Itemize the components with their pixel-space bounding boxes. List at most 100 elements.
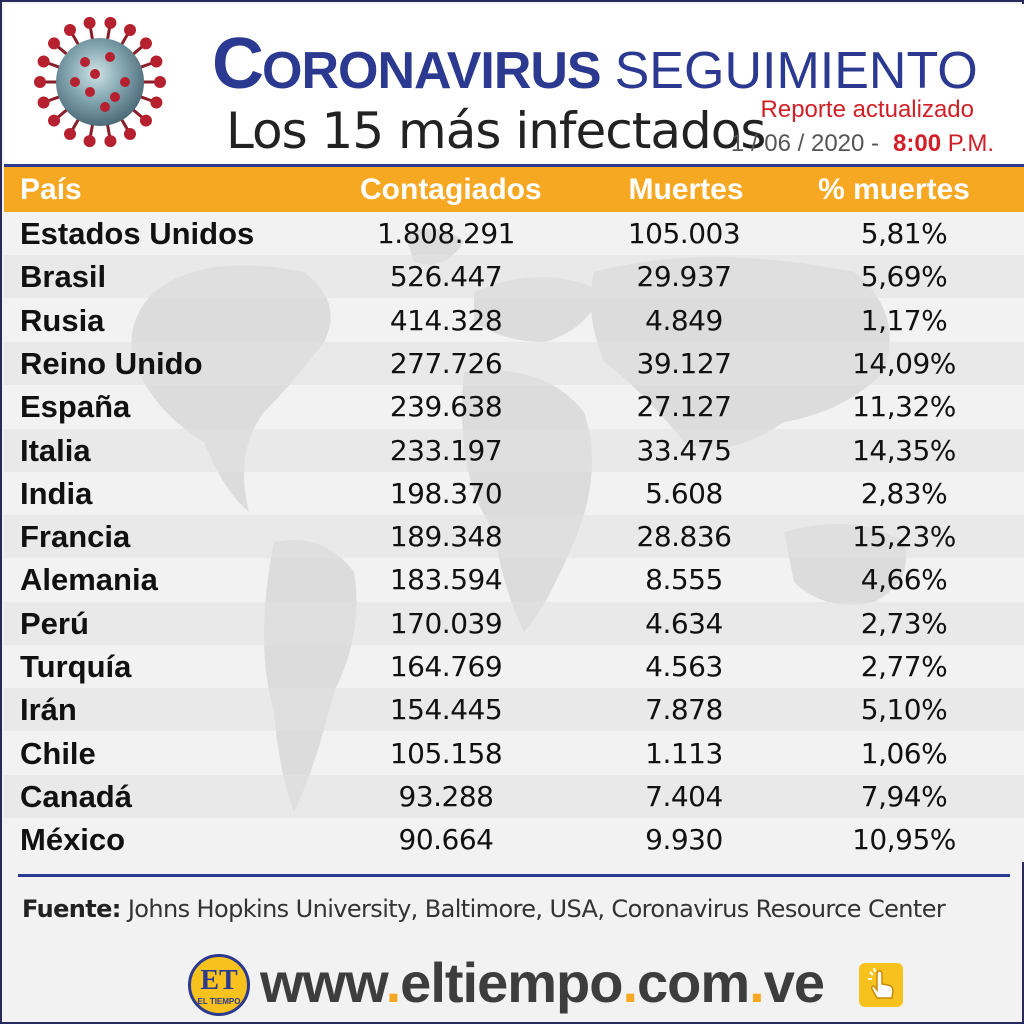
table-row: Estados Unidos 1.808.291 105.003 5,81%: [4, 212, 1024, 255]
cell-infected: 189.348: [389, 520, 503, 554]
eltiempo-logo-text: ET: [200, 965, 238, 996]
column-header-country: País: [20, 173, 82, 206]
cell-infected: 239.638: [389, 390, 503, 424]
cell-death-rate: 14,09%: [852, 346, 956, 380]
table-row: Rusia 414.328 4.849 1,17%: [4, 299, 1024, 342]
cell-deaths: 7.404: [645, 779, 723, 813]
cell-country: Alemania: [20, 562, 158, 598]
cell-country: Canadá: [20, 778, 132, 814]
table-row: México 90.664 9.930 10,95%: [4, 818, 1024, 861]
cell-deaths: 39.127: [636, 346, 732, 380]
cell-country: Estados Unidos: [20, 216, 255, 251]
table-row: Francia 189.348 28.836 15,23%: [4, 515, 1024, 559]
cell-country: Francia: [20, 519, 131, 555]
cell-deaths: 4.634: [645, 606, 723, 640]
cell-deaths: 27.127: [636, 390, 732, 424]
cell-infected: 170.039: [389, 606, 503, 640]
cell-deaths: 4.849: [645, 303, 723, 337]
report-date: 1 / 06 / 2020 -: [730, 130, 880, 157]
column-header-deaths: Muertes: [628, 173, 744, 206]
cell-country: España: [20, 389, 131, 425]
cell-deaths: 33.475: [636, 433, 732, 467]
source-text: Johns Hopkins University, Baltimore, USA…: [120, 895, 946, 923]
cell-country: Reino Unido: [20, 345, 203, 381]
cell-deaths: 7.878: [645, 693, 723, 727]
cell-deaths: 29.937: [636, 260, 732, 294]
table-row: Chile 105.158 1.113 1,06%: [4, 732, 1024, 775]
cell-deaths: 105.003: [627, 217, 741, 250]
cell-country: Perú: [20, 605, 89, 641]
hand-pointer-icon: [859, 963, 903, 1007]
cell-country: Rusia: [20, 302, 105, 338]
table-header: País Contagiados Muertes % muertes: [4, 167, 1024, 212]
eltiempo-logo: ET EL TIEMPO: [188, 954, 250, 1016]
cell-infected: 183.594: [389, 563, 503, 597]
source-note: Fuente: Johns Hopkins University, Baltim…: [22, 895, 946, 923]
cell-infected: 198.370: [389, 476, 503, 510]
url-part-ve: ve: [763, 951, 825, 1014]
cell-infected: 277.726: [389, 346, 503, 380]
cell-infected: 414.328: [389, 303, 503, 337]
cell-country: India: [20, 475, 93, 511]
cell-death-rate: 7,94%: [860, 779, 948, 813]
cell-death-rate: 5,69%: [860, 260, 948, 294]
cell-deaths: 9.930: [645, 823, 723, 857]
url-part-domain: eltiempo: [400, 951, 623, 1014]
cell-country: Irán: [20, 692, 77, 728]
footer-site: ET EL TIEMPO www.eltiempo.com.ve: [188, 948, 908, 1018]
table-row: Perú 170.039 4.634 2,73%: [4, 601, 1024, 645]
cell-death-rate: 1,06%: [860, 736, 948, 770]
source-label: Fuente:: [22, 895, 121, 923]
cell-death-rate: 2,83%: [860, 476, 948, 510]
table-row: España 239.638 27.127 11,32%: [4, 385, 1024, 428]
url-part-com: com: [637, 951, 750, 1014]
cell-infected: 233.197: [389, 433, 503, 467]
header: CORONAVIRUS SEGUIMIENTO Los 15 más infect…: [4, 4, 1024, 164]
report-datetime: 1 / 06 / 2020 - 8:00 P.M.: [731, 130, 994, 158]
cell-death-rate: 4,66%: [860, 563, 948, 597]
url-dot-2: .: [622, 951, 638, 1014]
subtitle: Los 15 más infectados: [226, 102, 766, 160]
cell-death-rate: 15,23%: [852, 520, 956, 554]
coronavirus-icon: [34, 16, 166, 148]
column-header-death-rate: % muertes: [818, 173, 970, 206]
table-row: Irán 154.445 7.878 5,10%: [4, 688, 1024, 732]
title-initial: C: [212, 24, 264, 104]
website-url[interactable]: www.eltiempo.com.ve: [260, 950, 825, 1015]
url-dot-3: .: [749, 951, 765, 1014]
column-header-infected: Contagiados: [360, 173, 542, 206]
table-body: Estados Unidos 1.808.291 105.003 5,81% Brasi…: [4, 212, 1024, 862]
table-row: Alemania 183.594 8.555 4,66%: [4, 558, 1024, 601]
table-row: Canadá 93.288 7.404 7,94%: [4, 774, 1024, 818]
table-row: India 198.370 5.608 2,83%: [4, 472, 1024, 515]
cell-infected: 90.664: [398, 823, 494, 857]
eltiempo-logo-subtext: EL TIEMPO: [197, 997, 241, 1006]
report-ampm: P.M.: [947, 130, 994, 157]
header-divider: [4, 164, 1024, 167]
table-row: Turquía 164.769 4.563 2,77%: [4, 645, 1024, 688]
cell-death-rate: 14,35%: [852, 433, 956, 467]
cell-infected: 164.769: [389, 650, 503, 683]
cell-death-rate: 2,77%: [860, 650, 948, 683]
table-row: Italia 233.197 33.475 14,35%: [4, 428, 1024, 472]
url-part-www: www: [260, 951, 387, 1014]
cell-deaths: 4.563: [645, 650, 723, 683]
cell-country: Brasil: [20, 259, 107, 295]
cell-infected: 154.445: [389, 693, 503, 727]
cell-death-rate: 10,95%: [852, 823, 956, 857]
cell-country: México: [20, 822, 126, 858]
cell-deaths: 8.555: [645, 563, 723, 597]
cell-country: Italia: [20, 432, 91, 468]
cell-deaths: 1.113: [645, 736, 723, 770]
cell-death-rate: 5,10%: [860, 693, 948, 727]
title: CORONAVIRUS SEGUIMIENTO: [212, 28, 978, 100]
cell-country: Chile: [20, 735, 96, 771]
url-dot-1: .: [385, 951, 402, 1014]
title-coronavirus: ORONAVIRUS: [262, 42, 602, 100]
title-seguimiento: SEGUIMIENTO: [614, 42, 978, 100]
cell-infected: 93.288: [398, 779, 494, 813]
table-row: Reino Unido 277.726 39.127 14,09%: [4, 341, 1024, 385]
cell-country: Turquía: [20, 649, 132, 684]
cell-death-rate: 2,73%: [860, 606, 948, 640]
